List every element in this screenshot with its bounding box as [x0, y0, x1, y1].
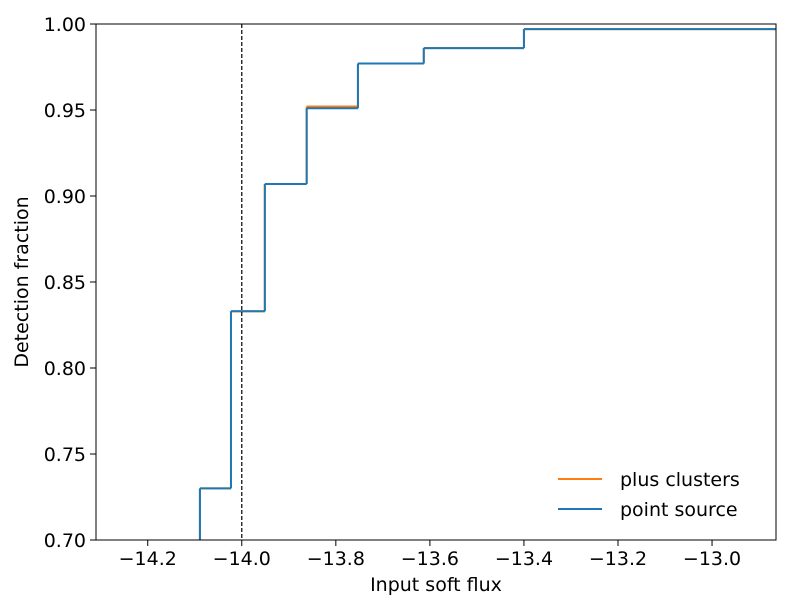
plot-area — [198, 28, 776, 540]
x-tick-label: −13.6 — [401, 548, 459, 570]
x-tick-label: −13.8 — [307, 548, 365, 570]
y-tick-label: 0.75 — [44, 444, 86, 466]
legend-label: plus clusters — [620, 469, 740, 491]
x-axis-label: Input soft flux — [370, 574, 502, 596]
y-tick-label: 0.70 — [44, 530, 86, 552]
x-tick-label: −13.0 — [683, 548, 741, 570]
x-tick-label: −14.2 — [119, 548, 177, 570]
y-axis-label: Detection fraction — [11, 196, 33, 367]
y-tick-label: 0.85 — [44, 272, 86, 294]
y-tick-label: 0.80 — [44, 358, 86, 380]
legend-label: point source — [620, 499, 738, 521]
x-tick-label: −13.4 — [495, 548, 553, 570]
x-tick-label: −13.2 — [589, 548, 647, 570]
y-tick-label: 0.95 — [44, 100, 86, 122]
x-tick-label: −14.0 — [213, 548, 271, 570]
y-tick-label: 0.90 — [44, 186, 86, 208]
step-riser — [198, 29, 525, 540]
y-tick-label: 1.00 — [44, 14, 86, 36]
step-riser — [198, 29, 525, 540]
plot-frame — [95, 23, 777, 541]
